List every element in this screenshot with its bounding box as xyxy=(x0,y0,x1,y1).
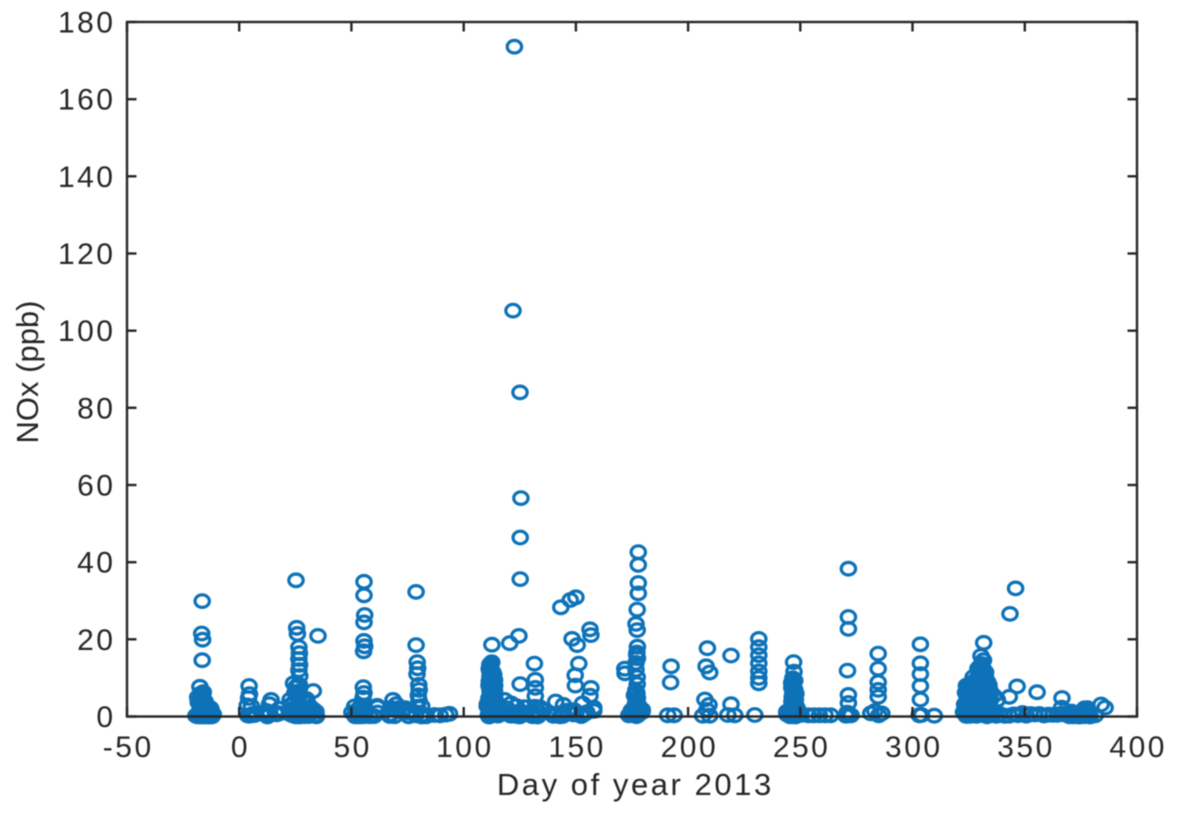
svg-text:-50: -50 xyxy=(103,731,154,764)
svg-text:300: 300 xyxy=(885,731,943,764)
svg-text:350: 350 xyxy=(997,731,1055,764)
svg-text:200: 200 xyxy=(661,731,719,764)
svg-text:120: 120 xyxy=(58,238,116,271)
svg-text:100: 100 xyxy=(436,731,494,764)
svg-text:0: 0 xyxy=(96,701,115,734)
svg-text:80: 80 xyxy=(77,392,115,425)
svg-text:140: 140 xyxy=(58,161,116,194)
svg-text:180: 180 xyxy=(58,7,116,40)
svg-text:400: 400 xyxy=(1109,731,1167,764)
svg-text:100: 100 xyxy=(58,315,116,348)
svg-text:60: 60 xyxy=(77,470,115,503)
svg-text:150: 150 xyxy=(548,731,606,764)
svg-text:20: 20 xyxy=(77,624,115,657)
svg-text:NOx (ppb): NOx (ppb) xyxy=(10,301,45,444)
svg-text:50: 50 xyxy=(334,731,372,764)
svg-text:Day of year 2013: Day of year 2013 xyxy=(497,767,774,802)
svg-text:160: 160 xyxy=(58,84,116,117)
svg-text:250: 250 xyxy=(773,731,831,764)
svg-text:40: 40 xyxy=(77,547,115,580)
svg-text:0: 0 xyxy=(231,731,250,764)
